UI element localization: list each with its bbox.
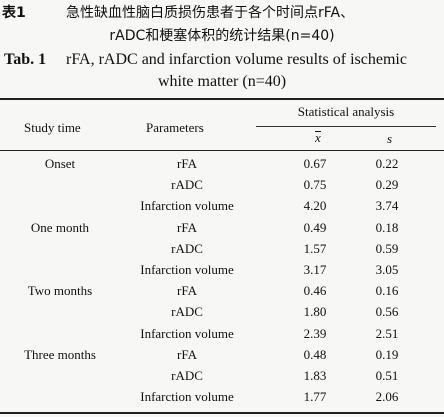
study-time-label: One month bbox=[30, 219, 90, 235]
mean-cell: 0.49 bbox=[303, 219, 327, 235]
header-parameters: Parameters bbox=[146, 120, 204, 135]
mean-cell: 0.48 bbox=[303, 346, 327, 362]
sd-cell: 2.06 bbox=[375, 389, 399, 405]
sd-cell: 0.19 bbox=[375, 346, 399, 362]
mean-cell: 1.83 bbox=[303, 368, 327, 383]
mean-cell: 1.80 bbox=[303, 304, 327, 320]
sd-cell: 2.51 bbox=[375, 325, 399, 341]
parameter-cell: rADC bbox=[171, 240, 203, 256]
statistical-analysis-rule bbox=[256, 126, 436, 127]
header-bottom-rule bbox=[0, 150, 444, 151]
parameter-cell: rFA bbox=[177, 219, 197, 235]
parameter-cell: rFA bbox=[177, 346, 197, 362]
header-study-time: Study time bbox=[24, 120, 81, 135]
mean-cell: 1.77 bbox=[303, 389, 327, 405]
study-time-label: Three months bbox=[24, 346, 96, 362]
parameter-cell: rFA bbox=[177, 156, 197, 171]
sd-cell: 0.29 bbox=[375, 177, 399, 193]
header-mean-symbol: x bbox=[315, 130, 321, 145]
header-mean: x bbox=[315, 130, 321, 146]
mean-cell: 0.75 bbox=[303, 177, 327, 193]
parameter-cell: rADC bbox=[171, 177, 203, 193]
parameter-cell: rADC bbox=[171, 304, 203, 320]
sd-cell: 0.56 bbox=[375, 304, 399, 320]
chinese-caption-label: 表1 bbox=[2, 5, 26, 21]
parameter-cell: Infarction volume bbox=[140, 262, 234, 277]
mean-cell: 1.57 bbox=[303, 240, 327, 256]
mean-cell: 0.67 bbox=[303, 156, 327, 171]
parameter-cell: Infarction volume bbox=[140, 325, 234, 341]
chinese-caption-line1: 急性缺血性脑白质损伤患者于各个时间点rFA、 bbox=[66, 5, 355, 21]
parameter-cell: Infarction volume bbox=[140, 389, 234, 405]
english-caption-line2: white matter (n=40) bbox=[157, 73, 287, 90]
sd-cell: 0.22 bbox=[375, 156, 399, 171]
sd-cell: 0.16 bbox=[375, 283, 399, 299]
table-bottom-rule bbox=[0, 412, 444, 414]
mean-cell: 3.17 bbox=[303, 262, 327, 277]
mean-overbar bbox=[315, 131, 321, 132]
header-statistical-analysis: Statistical analysis bbox=[297, 104, 395, 119]
study-time-label: Onset bbox=[44, 156, 76, 171]
english-caption-line1: rFA, rADC and infarction volume results … bbox=[66, 51, 407, 68]
mean-cell: 0.46 bbox=[303, 283, 327, 299]
sd-cell: 0.18 bbox=[375, 219, 399, 235]
sd-cell: 3.05 bbox=[375, 262, 399, 277]
study-time-label: Two months bbox=[27, 283, 93, 299]
header-sd: s bbox=[387, 131, 393, 146]
english-caption-label: Tab. 1 bbox=[4, 51, 47, 68]
parameter-cell: rADC bbox=[171, 368, 203, 383]
mean-cell: 4.20 bbox=[303, 198, 327, 214]
sd-cell: 0.51 bbox=[375, 368, 399, 383]
sd-cell: 0.59 bbox=[375, 240, 399, 256]
sd-cell: 3.74 bbox=[375, 198, 399, 214]
parameter-cell: rFA bbox=[177, 283, 197, 299]
mean-cell: 2.39 bbox=[303, 325, 327, 341]
table-top-rule bbox=[0, 98, 444, 100]
chinese-caption-line2: rADC和梗塞体积的统计结果(n=40) bbox=[109, 28, 335, 44]
parameter-cell: Infarction volume bbox=[140, 198, 234, 214]
